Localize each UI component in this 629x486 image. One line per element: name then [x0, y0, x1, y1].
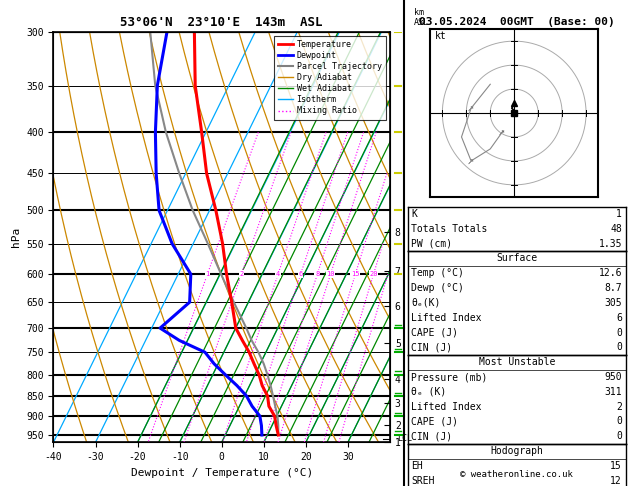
- Text: 15: 15: [351, 271, 360, 277]
- Text: CIN (J): CIN (J): [411, 342, 452, 352]
- Text: 0: 0: [616, 417, 622, 427]
- Text: 4: 4: [276, 271, 280, 277]
- Text: Surface: Surface: [496, 253, 537, 263]
- Text: 15: 15: [610, 461, 622, 471]
- Text: kt: kt: [435, 31, 447, 41]
- Title: 53°06'N  23°10'E  143m  ASL: 53°06'N 23°10'E 143m ASL: [121, 16, 323, 29]
- Text: 48: 48: [610, 224, 622, 234]
- Text: Totals Totals: Totals Totals: [411, 224, 487, 234]
- Text: 0: 0: [616, 431, 622, 441]
- Text: 2: 2: [616, 401, 622, 412]
- Text: LCL: LCL: [397, 434, 412, 443]
- Text: PW (cm): PW (cm): [411, 239, 452, 249]
- Text: © weatheronline.co.uk: © weatheronline.co.uk: [460, 470, 573, 479]
- Text: 305: 305: [604, 298, 622, 308]
- Y-axis label: hPa: hPa: [11, 227, 21, 247]
- Text: 8.7: 8.7: [604, 283, 622, 293]
- Text: 20: 20: [369, 271, 378, 277]
- Text: Lifted Index: Lifted Index: [411, 401, 482, 412]
- Text: Dewp (°C): Dewp (°C): [411, 283, 464, 293]
- Text: Hodograph: Hodograph: [490, 446, 543, 456]
- Text: 0: 0: [616, 328, 622, 338]
- Text: 1: 1: [616, 209, 622, 219]
- Text: θₑ(K): θₑ(K): [411, 298, 441, 308]
- Text: EH: EH: [411, 461, 423, 471]
- Text: Pressure (mb): Pressure (mb): [411, 372, 487, 382]
- Text: →: →: [496, 126, 508, 138]
- Text: 1: 1: [205, 271, 209, 277]
- Text: 2: 2: [240, 271, 243, 277]
- Text: CAPE (J): CAPE (J): [411, 328, 459, 338]
- Text: Most Unstable: Most Unstable: [479, 357, 555, 367]
- Text: →: →: [465, 103, 477, 114]
- Text: θₑ (K): θₑ (K): [411, 387, 447, 397]
- Text: 12: 12: [610, 476, 622, 486]
- Text: km
ASL: km ASL: [413, 8, 428, 28]
- Text: 6: 6: [616, 312, 622, 323]
- Legend: Temperature, Dewpoint, Parcel Trajectory, Dry Adiabat, Wet Adiabat, Isotherm, Mi: Temperature, Dewpoint, Parcel Trajectory…: [274, 36, 386, 120]
- Text: 950: 950: [604, 372, 622, 382]
- Text: 311: 311: [604, 387, 622, 397]
- Text: 1.35: 1.35: [599, 239, 622, 249]
- Text: CAPE (J): CAPE (J): [411, 417, 459, 427]
- Text: 03.05.2024  00GMT  (Base: 00): 03.05.2024 00GMT (Base: 00): [419, 17, 615, 27]
- Text: 6: 6: [299, 271, 303, 277]
- Text: →: →: [465, 155, 477, 167]
- Text: Lifted Index: Lifted Index: [411, 312, 482, 323]
- Text: CIN (J): CIN (J): [411, 431, 452, 441]
- Text: Temp (°C): Temp (°C): [411, 268, 464, 278]
- Text: K: K: [411, 209, 417, 219]
- Text: 10: 10: [326, 271, 335, 277]
- Text: 0: 0: [616, 342, 622, 352]
- Text: 12.6: 12.6: [599, 268, 622, 278]
- X-axis label: Dewpoint / Temperature (°C): Dewpoint / Temperature (°C): [131, 468, 313, 478]
- Text: 8: 8: [315, 271, 320, 277]
- Text: SREH: SREH: [411, 476, 435, 486]
